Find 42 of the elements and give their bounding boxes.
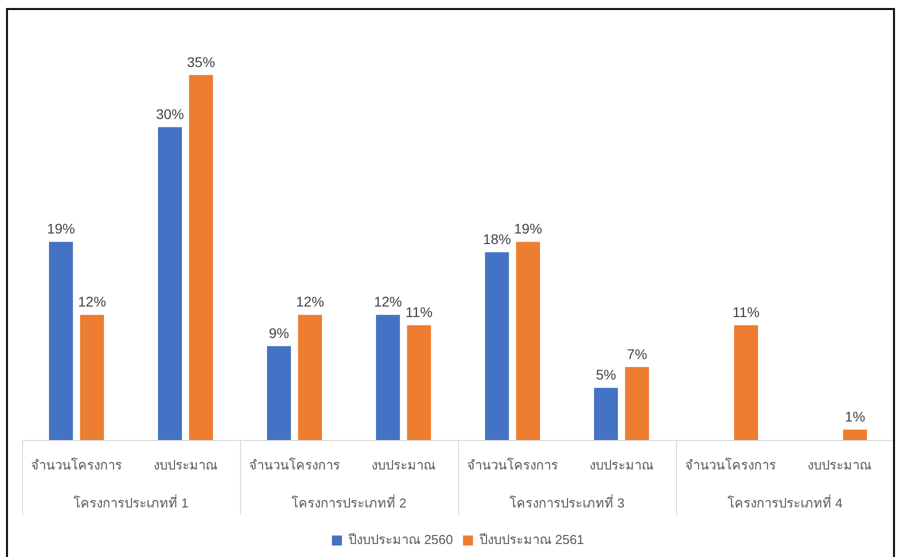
- data-label: 12%: [296, 294, 324, 310]
- data-label: 12%: [374, 294, 402, 310]
- data-label: 11%: [406, 304, 433, 320]
- x-tick-label: จำนวนโครงการ: [31, 457, 122, 472]
- data-label: 1%: [844, 408, 866, 424]
- data-label: 18%: [482, 231, 511, 248]
- bar: [80, 314, 104, 440]
- bar: [49, 242, 73, 440]
- data-label: 9%: [268, 325, 290, 341]
- bar: [158, 127, 182, 440]
- text: โครงการประเภทที่ 1: [74, 494, 188, 511]
- bar: [298, 314, 322, 440]
- bar: [516, 242, 540, 440]
- bar: [485, 252, 509, 440]
- data-label: 11%: [732, 304, 760, 320]
- text: โครงการประเภทที่ 2: [292, 494, 406, 511]
- data-label: 35%: [187, 54, 216, 70]
- x-tick-label: งบประมาณ: [372, 457, 436, 472]
- data-label: 7%: [626, 346, 648, 362]
- data-label: 12%: [78, 294, 106, 310]
- data-label: 19%: [514, 220, 542, 237]
- bar: [843, 430, 867, 440]
- x-tick-label: งบประมาณ: [808, 457, 872, 472]
- x-tick-label: จำนวนโครงการ: [249, 457, 340, 472]
- x-tick-label: จำนวนโครงการ: [467, 457, 558, 472]
- text: โครงการประเภทที่ 4: [728, 494, 842, 511]
- legend-label: ปีงบประมาณ 2560: [347, 532, 454, 548]
- x-tick-label: งบประมาณ: [590, 457, 654, 472]
- bar: [407, 325, 431, 440]
- bar: [189, 75, 213, 440]
- bar: [594, 388, 618, 440]
- data-label: 5%: [596, 366, 616, 383]
- data-label: 30%: [156, 106, 184, 122]
- legend-label: ปีงบประมาณ 2561: [478, 532, 584, 548]
- data-label: 19%: [46, 220, 75, 237]
- x-tick-label: งบประมาณ: [154, 457, 218, 472]
- bar: [625, 367, 649, 440]
- bar: [267, 346, 291, 440]
- x-tick-label: จำนวนโครงการ: [685, 457, 776, 472]
- text: โครงการประเภทที่ 3: [510, 494, 624, 511]
- bar: [734, 325, 758, 440]
- bar: [376, 314, 400, 440]
